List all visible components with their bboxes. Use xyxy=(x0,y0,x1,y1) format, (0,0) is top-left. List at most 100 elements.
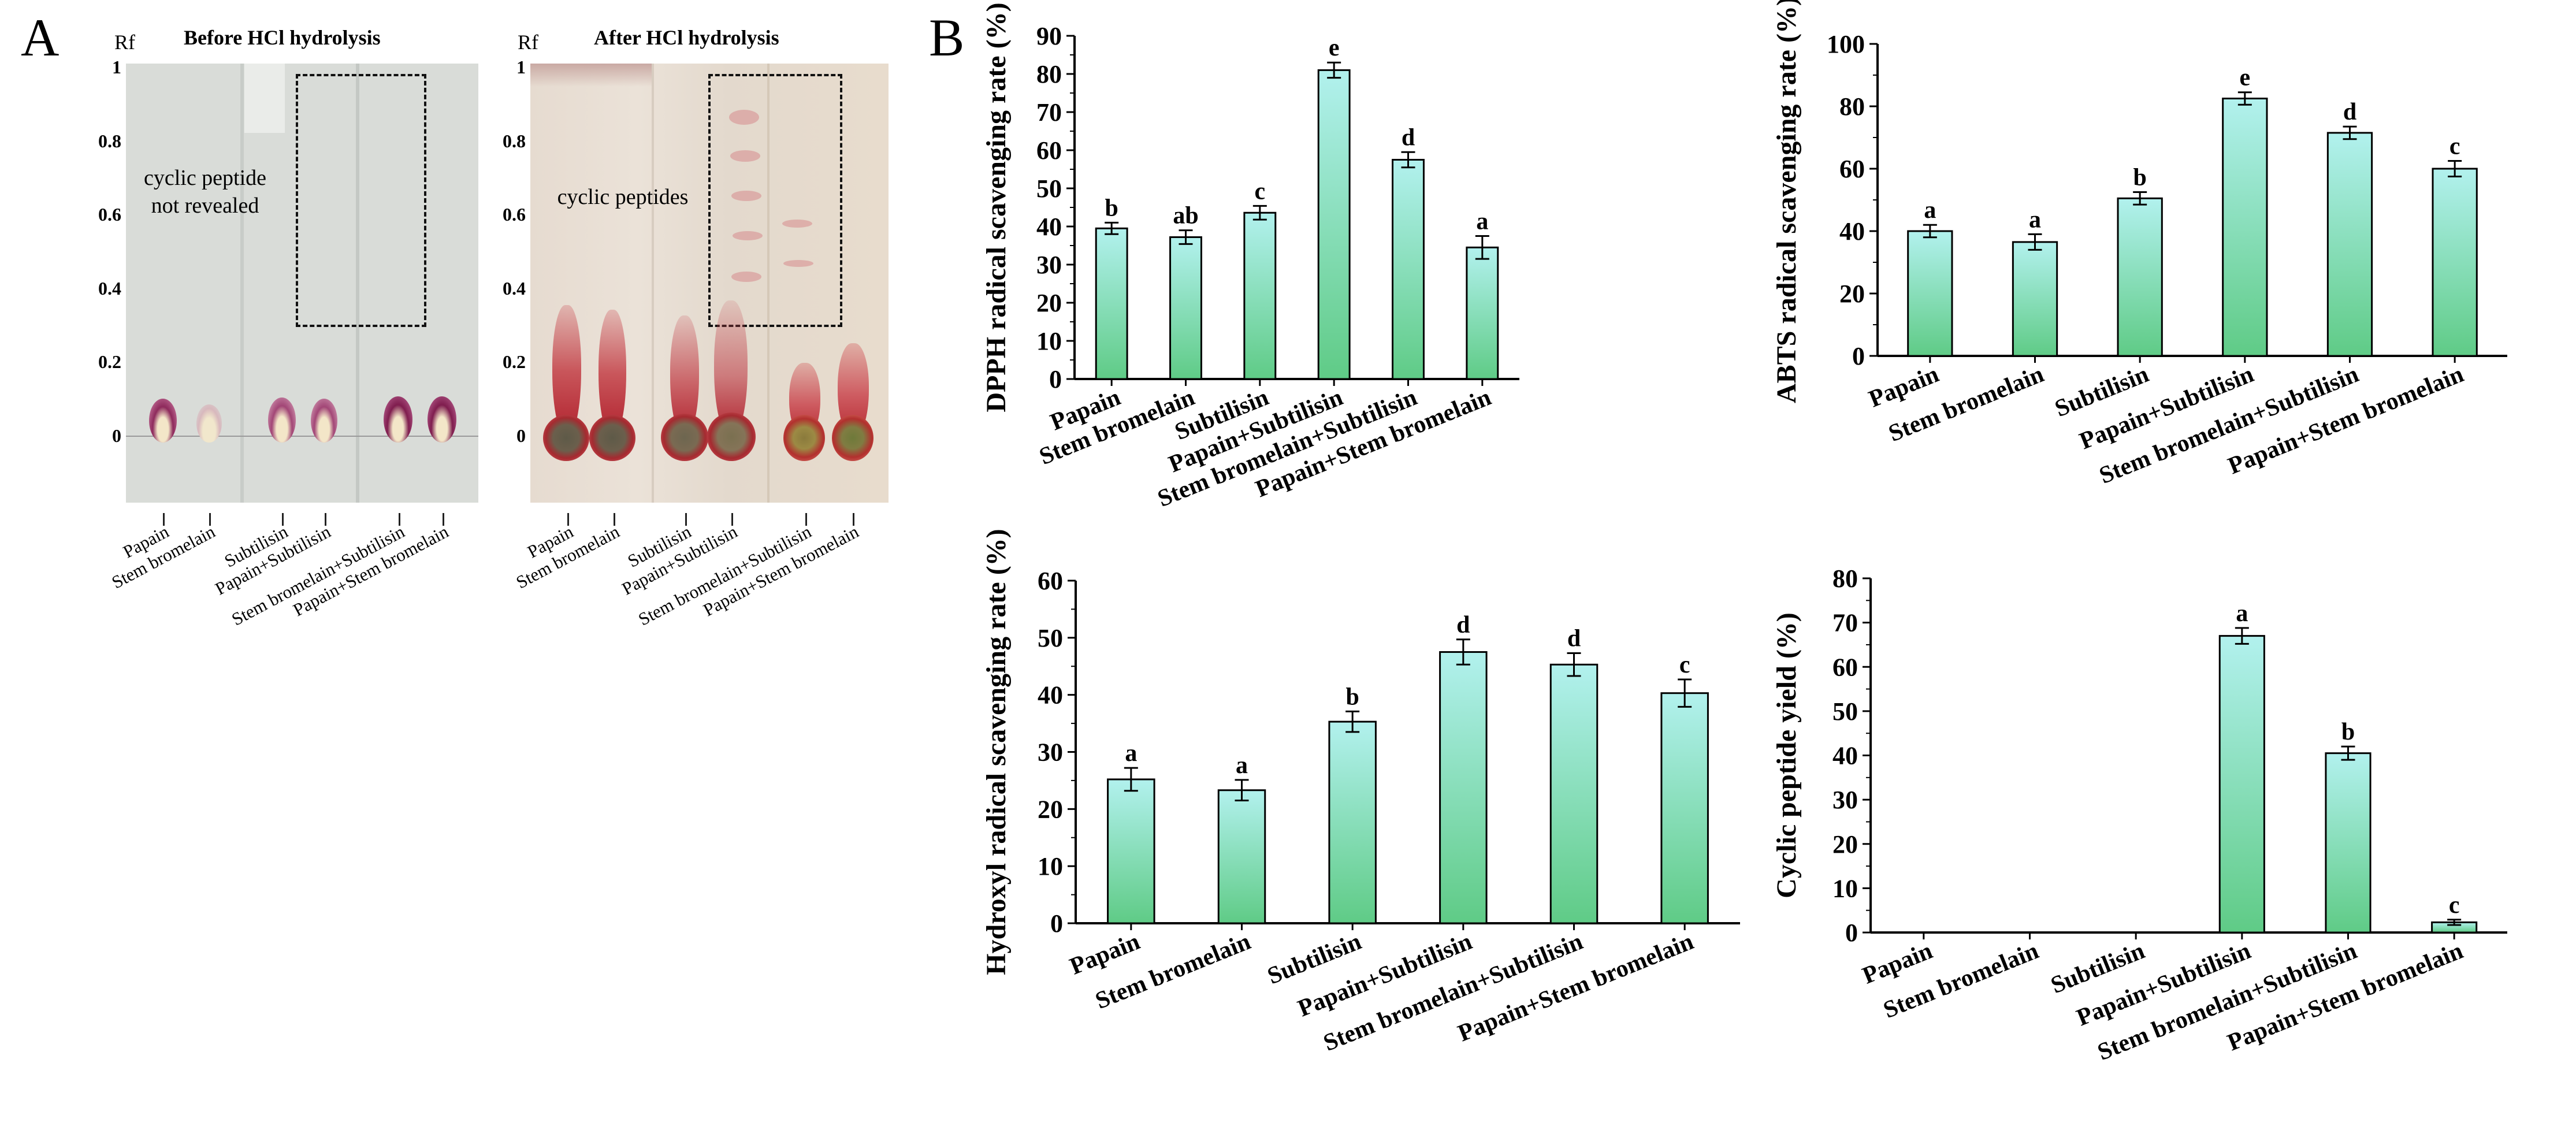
panel-a-letter: A xyxy=(21,8,60,67)
y-tick-label: 60 xyxy=(1832,653,1858,681)
spot-after-papain xyxy=(543,415,589,461)
bar xyxy=(2326,132,2373,357)
rf-tick-label-left: 0.4 xyxy=(98,277,121,299)
significance-letter: c xyxy=(1255,178,1266,205)
significance-letter: ab xyxy=(1173,203,1198,229)
bar xyxy=(2218,635,2265,934)
bar xyxy=(1217,789,1266,924)
plate-seam xyxy=(356,64,359,503)
y-axis-label: DPPH radical scavenging rate (%) xyxy=(981,2,1012,412)
y-axis-label: Hydroxyl radical scavenging rate (%) xyxy=(981,529,1012,975)
significance-letter: c xyxy=(2449,133,2460,160)
faint-peptide-band xyxy=(733,231,763,240)
significance-letter: b xyxy=(2133,165,2146,191)
bar xyxy=(1095,227,1128,380)
y-tick-label: 10 xyxy=(1832,874,1858,902)
y-tick-label: 30 xyxy=(1832,786,1858,814)
rf-tick-label-right: 0.4 xyxy=(503,277,526,299)
rf-tick-label-right: 0.8 xyxy=(503,130,526,151)
significance-letter: a xyxy=(1125,740,1137,767)
significance-letter: d xyxy=(1456,612,1470,638)
significance-letter: a xyxy=(2236,600,2248,627)
y-tick-label: 0 xyxy=(1845,919,1858,947)
x-tick-label: Papain xyxy=(1066,928,1143,980)
significance-letter: b xyxy=(1105,195,1118,221)
bar xyxy=(1328,720,1377,924)
spot-after-papain-stem-bromelain xyxy=(832,415,873,461)
plate-seam xyxy=(767,64,770,503)
bar xyxy=(1169,236,1202,380)
bar xyxy=(2222,98,2268,357)
significance-letter: a xyxy=(1236,752,1248,779)
bar xyxy=(1549,663,1599,924)
plate-top-stain xyxy=(530,64,652,87)
y-axis-label: ABTS radical scavenging rate (%) xyxy=(1771,0,1802,403)
lane-tick xyxy=(163,513,165,526)
significance-letter: d xyxy=(1567,626,1581,652)
y-tick-label: 40 xyxy=(1839,217,1865,246)
y-tick-label: 20 xyxy=(1839,280,1865,308)
faint-peptide-band xyxy=(729,110,759,125)
lane-tick xyxy=(325,513,326,526)
rf-tick-label-right: 1 xyxy=(516,57,526,77)
lane-tick xyxy=(443,513,444,526)
rf-tick-label-right: 0.6 xyxy=(503,204,526,225)
bar xyxy=(1107,778,1155,924)
lane-tick xyxy=(731,513,733,526)
plate-seam xyxy=(240,64,244,503)
before-plate-note: cyclic peptide not revealed xyxy=(139,165,272,220)
faint-peptide-band xyxy=(783,260,813,267)
note-line-2: not revealed xyxy=(151,193,259,218)
y-tick-label: 20 xyxy=(1832,830,1858,859)
lane-tick xyxy=(399,513,400,526)
bar xyxy=(1439,651,1488,924)
dashed-region-before xyxy=(296,74,426,327)
bar xyxy=(1317,69,1351,380)
y-tick-label: 80 xyxy=(1839,92,1865,121)
bar xyxy=(2325,752,2371,934)
dashed-region-after xyxy=(708,74,842,327)
significance-letter: d xyxy=(2343,99,2356,125)
y-tick-label: 60 xyxy=(1038,567,1063,595)
y-tick-label: 20 xyxy=(1036,289,1062,317)
bar xyxy=(1660,692,1709,924)
y-tick-label: 40 xyxy=(1038,681,1063,709)
rf-axis-label-right: Rf xyxy=(518,31,538,54)
lane-tick xyxy=(209,513,211,526)
y-tick-label: 0 xyxy=(1050,909,1063,938)
faint-peptide-band xyxy=(731,272,761,282)
faint-peptide-band xyxy=(782,220,812,228)
lane-tick xyxy=(282,513,284,526)
y-tick-label: 90 xyxy=(1036,22,1062,50)
significance-letter: c xyxy=(1679,652,1690,678)
rf-tick-label-right: 0 xyxy=(516,425,526,446)
before-hydrolysis-title: Before HCl hydrolysis xyxy=(184,26,381,49)
spot-before-subtilisin xyxy=(268,397,296,443)
y-tick-label: 30 xyxy=(1038,738,1063,767)
spot-after-subtilisin xyxy=(661,414,708,461)
lane-tick xyxy=(567,513,569,526)
significance-letter: d xyxy=(1402,124,1415,151)
rf-tick-label-right: 0.2 xyxy=(503,351,526,373)
lane-tick xyxy=(685,513,687,526)
bar xyxy=(2432,168,2478,357)
faint-peptide-band xyxy=(731,191,761,201)
significance-letter: a xyxy=(2029,206,2041,233)
bar xyxy=(2012,241,2058,357)
spot-before-stem-bromelain-subtilisin xyxy=(384,396,412,443)
spot-after-papain-subtilisin xyxy=(707,413,756,461)
rf-tick-label-left: 1 xyxy=(112,57,121,77)
plate-seam xyxy=(652,64,654,503)
significance-letter: c xyxy=(2449,892,2460,919)
y-tick-label: 50 xyxy=(1036,174,1062,203)
note-line-1: cyclic peptide xyxy=(143,166,267,190)
tlc-plate-before xyxy=(126,64,478,503)
lane-tick xyxy=(805,513,807,526)
rf-axis-label-left: Rf xyxy=(114,31,135,54)
after-hydrolysis-title: After HCl hydrolysis xyxy=(594,26,779,49)
y-tick-label: 80 xyxy=(1832,564,1858,593)
y-tick-label: 80 xyxy=(1036,60,1062,88)
bar xyxy=(2117,197,2163,357)
origin-line xyxy=(126,436,478,437)
